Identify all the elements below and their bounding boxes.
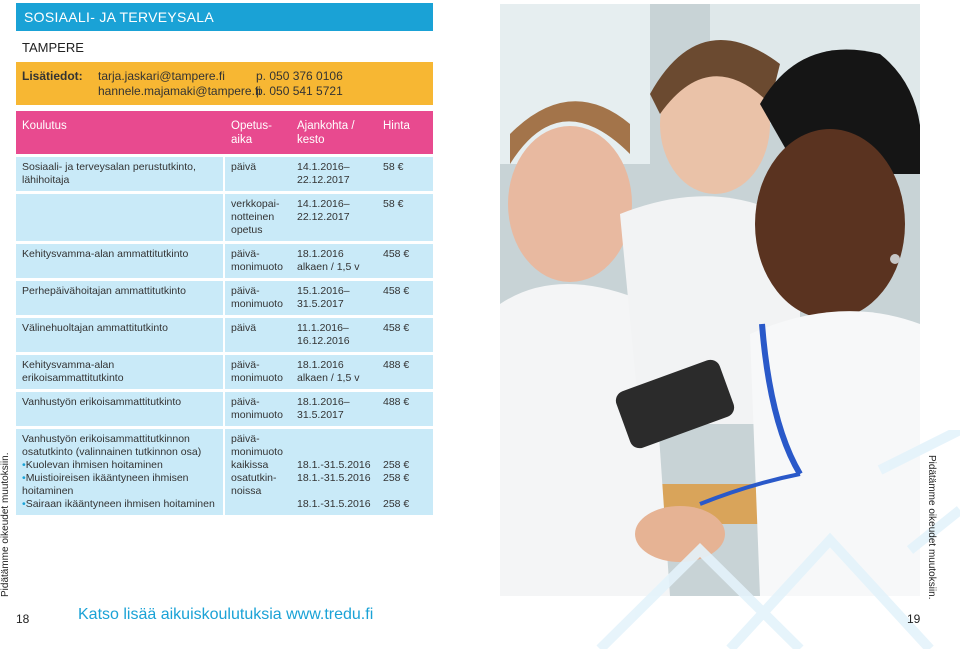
table-row: Perhepäivähoitajan ammattitutkinto päivä-… (16, 281, 433, 315)
list-item: •Muistioireisen ikääntyneen ihmisen hoit… (22, 472, 189, 497)
table-row: Sosiaali- ja terveysalan perustutkinto, … (16, 157, 433, 191)
table-header-row: Koulutus Opetus- aika Ajankohta / kesto … (16, 111, 433, 154)
bullet-icon: • (22, 459, 26, 471)
decorative-pattern (596, 430, 960, 649)
page-number-right: 19 (907, 612, 921, 626)
table-row: verkkopai- notteinen opetus 14.1.2016– 22… (16, 194, 433, 241)
cell-course: Välinehuoltajan ammattitutkinto (16, 318, 225, 352)
cell-time: 14.1.2016– 22.12.2017 (291, 157, 377, 191)
table-row: Välinehuoltajan ammattitutkinto päivä 11.1… (16, 318, 433, 352)
cell-price: 58 € (377, 194, 433, 241)
cell-price: 258 € 258 € 258 € (377, 429, 433, 515)
bullet-icon: • (22, 472, 26, 484)
side-note-left: Pidätämme oikeudet muutoksiin. (0, 452, 11, 597)
city-heading: TAMPERE (22, 40, 84, 55)
list-item: •Kuolevan ihmisen hoitaminen (22, 459, 163, 471)
cell-course (16, 194, 225, 241)
cell-mode: päivä (225, 157, 291, 191)
table-row: Kehitysvamma-alan ammattitutkinto päivä- … (16, 244, 433, 278)
cell-mode: päivä- monimuoto (225, 392, 291, 426)
table-row: Kehitysvamma-alan erikoisammattitutkinto… (16, 355, 433, 389)
table-row: Vanhustyön erikoisammattitutkinto päivä- … (16, 392, 433, 426)
cell-time: 18.1.-31.5.2016 18.1.-31.5.2016 18.1.-31… (291, 429, 377, 515)
cell-course: Sosiaali- ja terveysalan perustutkinto, … (16, 157, 225, 191)
contact-phone-2: p. 050 541 5721 (256, 84, 343, 98)
contact-email-1[interactable]: tarja.jaskari@tampere.fi (98, 69, 225, 83)
cell-mode: päivä- monimuoto (225, 281, 291, 315)
col-header-time: Ajankohta / kesto (291, 111, 377, 154)
cell-course: Vanhustyön erikoisammattitutkinto (16, 392, 225, 426)
side-note-right: Pidätämme oikeudet muutoksiin. (926, 455, 937, 600)
cell-time: 14.1.2016– 22.12.2017 (291, 194, 377, 241)
cell-mode: päivä (225, 318, 291, 352)
cell-course: Perhepäivähoitajan ammattitutkinto (16, 281, 225, 315)
cell-price: 458 € (377, 318, 433, 352)
cell-price: 488 € (377, 392, 433, 426)
contact-label: Lisätiedot: (22, 69, 83, 83)
contact-phone-1: p. 050 376 0106 (256, 69, 343, 83)
cell-time: 18.1.2016 alkaen / 1,5 v (291, 355, 377, 389)
contact-box: Lisätiedot: tarja.jaskari@tampere.fi han… (16, 62, 433, 105)
cell-mode: päivä- monimuoto (225, 355, 291, 389)
course-table: Koulutus Opetus- aika Ajankohta / kesto … (16, 108, 433, 518)
cell-time: 11.1.2016– 16.12.2016 (291, 318, 377, 352)
cell-time: 18.1.2016– 31.5.2017 (291, 392, 377, 426)
cell-mode: päivä- monimuoto (225, 244, 291, 278)
bullet-icon: • (22, 498, 26, 510)
cell-price: 58 € (377, 157, 433, 191)
cell-course: Kehitysvamma-alan ammattitutkinto (16, 244, 225, 278)
course-title: Vanhustyön erikoisammattitutkinnon osatu… (22, 433, 202, 458)
cell-price: 458 € (377, 244, 433, 278)
nursing-students-photo (500, 4, 920, 596)
col-header-price: Hinta (377, 111, 433, 154)
cell-mode: päivä- monimuoto kaikissa osatutkin- noi… (225, 429, 291, 515)
cell-price: 458 € (377, 281, 433, 315)
list-item: •Sairaan ikääntyneen ihmisen hoitaminen (22, 498, 215, 510)
table-row: Vanhustyön erikoisammattitutkinnon osatu… (16, 429, 433, 515)
footer-link[interactable]: Katso lisää aikuiskoulutuksia www.tredu.… (78, 606, 374, 623)
cell-mode: verkkopai- notteinen opetus (225, 194, 291, 241)
cell-time: 18.1.2016 alkaen / 1,5 v (291, 244, 377, 278)
section-header: SOSIAALI- JA TERVEYSALA (16, 3, 433, 31)
page-number-left: 18 (16, 612, 30, 626)
contact-email-2[interactable]: hannele.majamaki@tampere.fi (98, 84, 261, 98)
cell-time: 15.1.2016– 31.5.2017 (291, 281, 377, 315)
cell-price: 488 € (377, 355, 433, 389)
cell-course: Kehitysvamma-alan erikoisammattitutkinto (16, 355, 225, 389)
col-header-course: Koulutus (16, 111, 225, 154)
cell-course: Vanhustyön erikoisammattitutkinnon osatu… (16, 429, 225, 515)
photo-illustration (500, 4, 920, 596)
col-header-mode: Opetus- aika (225, 111, 291, 154)
